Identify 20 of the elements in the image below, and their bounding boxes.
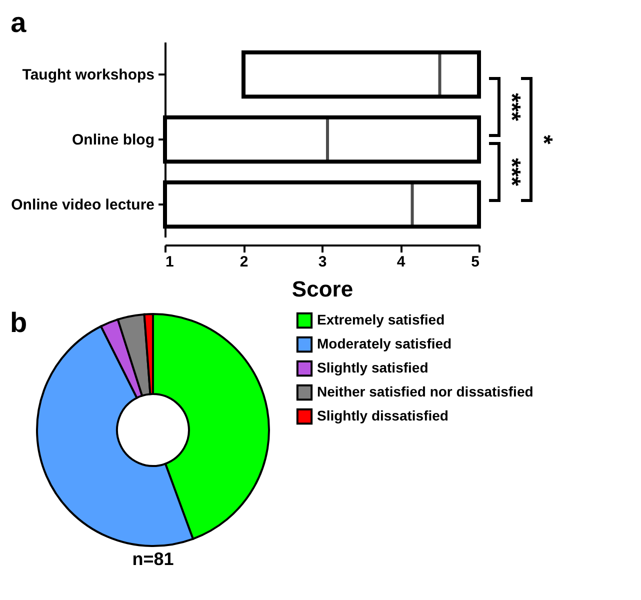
x-tick-label: 3 [318,254,327,270]
x-axis-title: Score [292,276,354,302]
x-tick-label: 5 [471,254,480,270]
text: * [530,134,557,145]
legend-label: Slightly dissatisfied [317,408,448,424]
legend-label: Extremely satisfied [317,312,445,328]
legend-label: Neither satisfied nor dissatisfied [317,384,534,400]
text: n=81 [132,549,174,569]
legend-label: Slightly satisfied [317,360,428,376]
text: *** [498,92,525,122]
y-tick-label: Taught workshops [22,66,154,84]
y-tick-label: Online blog [72,132,154,148]
legend-label: Moderately satisfied [317,336,452,352]
chart-title: b [10,307,28,338]
text: *** [498,158,525,187]
x-tick-label: 2 [240,254,248,270]
chart-title: a [10,7,27,38]
x-tick-label: 4 [396,254,406,270]
y-tick-label: Online video lecture [11,196,154,214]
x-tick-label: 1 [166,254,174,270]
